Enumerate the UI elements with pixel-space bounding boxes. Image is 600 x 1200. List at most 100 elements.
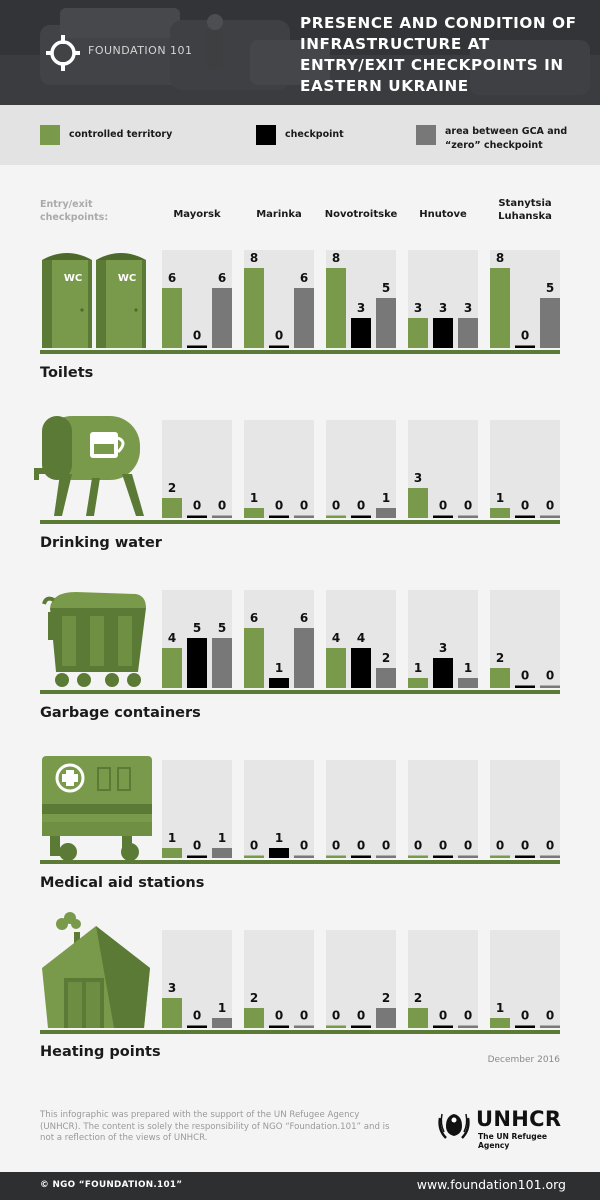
legend-label: controlled territory (69, 129, 173, 140)
bar-value-label: 0 (193, 1009, 201, 1023)
legend-item-controlled: controlled territory (40, 125, 172, 145)
bar-value-label: 1 (218, 1001, 226, 1015)
bar-value-label: 2 (168, 481, 176, 495)
bar-zero-line (294, 855, 314, 858)
bar-panel-background (326, 420, 396, 518)
bar (433, 318, 453, 348)
bar (376, 668, 396, 688)
bar-value-label: 0 (546, 1009, 554, 1023)
bar-value-label: 4 (332, 631, 340, 645)
bar-value-label: 0 (275, 329, 283, 343)
bar-value-label: 0 (332, 839, 340, 853)
bar-value-label: 1 (496, 1001, 504, 1015)
bar (351, 648, 371, 688)
bar (408, 678, 428, 688)
bar-value-label: 0 (357, 1009, 365, 1023)
header: FOUNDATION 101 PRESENCE AND CONDITION OF… (0, 0, 600, 105)
bar-value-label: 0 (300, 1009, 308, 1023)
bar-value-label: 0 (193, 839, 201, 853)
bar-value-label: 0 (300, 499, 308, 513)
bar-zero-line (515, 345, 535, 348)
bar (212, 638, 232, 688)
bar (162, 998, 182, 1028)
bar-value-label: 3 (168, 981, 176, 995)
bar-panel-background (326, 760, 396, 858)
bar-zero-line (515, 1025, 535, 1028)
bar-value-label: 0 (193, 329, 201, 343)
bar-zero-line (351, 515, 371, 518)
bar (408, 488, 428, 518)
bar-value-label: 2 (414, 991, 422, 1005)
legend-swatch-black (256, 125, 276, 145)
bar-panel-background (162, 760, 232, 858)
legend-swatch-gray (416, 125, 436, 145)
bar-value-label: 1 (168, 831, 176, 845)
bar-zero-line (515, 685, 535, 688)
bar (294, 628, 314, 688)
bar-zero-line (458, 1025, 478, 1028)
bar-value-label: 5 (193, 621, 201, 635)
bar-value-label: 0 (275, 1009, 283, 1023)
bar-value-label: 3 (414, 301, 422, 315)
bar (376, 298, 396, 348)
bar-value-label: 0 (464, 1009, 472, 1023)
column-header: Novotroitske (324, 209, 398, 220)
bar-value-label: 5 (546, 281, 554, 295)
bar (490, 668, 510, 688)
bar-value-label: 0 (521, 1009, 529, 1023)
bar-zero-line (269, 1025, 289, 1028)
bar-panel-background (490, 760, 560, 858)
bar-value-label: 8 (332, 251, 340, 265)
bar-value-label: 5 (382, 281, 390, 295)
bar-value-label: 6 (218, 271, 226, 285)
bar-value-label: 1 (275, 661, 283, 675)
bar-value-label: 0 (521, 839, 529, 853)
bar (162, 288, 182, 348)
bar-value-label: 5 (218, 621, 226, 635)
bar-value-label: 0 (546, 839, 554, 853)
bar-zero-line (433, 515, 453, 518)
bar-zero-line (540, 855, 560, 858)
section-baseline (40, 1030, 560, 1034)
bar-zero-line (376, 855, 396, 858)
bar-panel-background (244, 760, 314, 858)
section-baseline (40, 860, 560, 864)
logo-text: FOUNDATION 101 (88, 44, 193, 57)
legend-label: area between GCA and “zero” checkpoint (445, 126, 568, 151)
bar-zero-line (187, 515, 207, 518)
bar-panel-background (408, 760, 478, 858)
bar-zero-line (433, 1025, 453, 1028)
footnote: This infographic was prepared with the s… (40, 1110, 390, 1143)
footer-website-link[interactable]: www.foundation101.org (416, 1177, 566, 1192)
bar-value-label: 3 (357, 301, 365, 315)
bar-value-label: 6 (300, 271, 308, 285)
bar (294, 288, 314, 348)
bar-value-label: 6 (168, 271, 176, 285)
bar-zero-line (458, 855, 478, 858)
foundation-logo-icon (46, 35, 80, 71)
bar-zero-line (294, 1025, 314, 1028)
bar (326, 648, 346, 688)
legend-swatch-green (40, 125, 60, 145)
bar (540, 298, 560, 348)
bar (408, 1008, 428, 1028)
bar-value-label: 1 (250, 491, 258, 505)
bar (162, 498, 182, 518)
columns-label: Entry/exit checkpoints: (40, 199, 109, 223)
bar-value-label: 0 (546, 669, 554, 683)
bar (244, 628, 264, 688)
bar (458, 678, 478, 688)
footer: © NGO “FOUNDATION.101” www.foundation101… (0, 1172, 600, 1200)
water-tank-icon (34, 416, 144, 516)
bar (212, 288, 232, 348)
column-header: Stanytsia Luhanska (498, 198, 552, 222)
bar-zero-line (515, 515, 535, 518)
bar-value-label: 6 (250, 611, 258, 625)
header-photo-background (0, 0, 600, 105)
bar (212, 1018, 232, 1028)
bar-zero-line (269, 345, 289, 348)
bar (351, 318, 371, 348)
section-baseline (40, 520, 560, 524)
bar-zero-line (540, 685, 560, 688)
unhcr-logo: UNHCR The UN Refugee Agency (436, 1107, 566, 1150)
